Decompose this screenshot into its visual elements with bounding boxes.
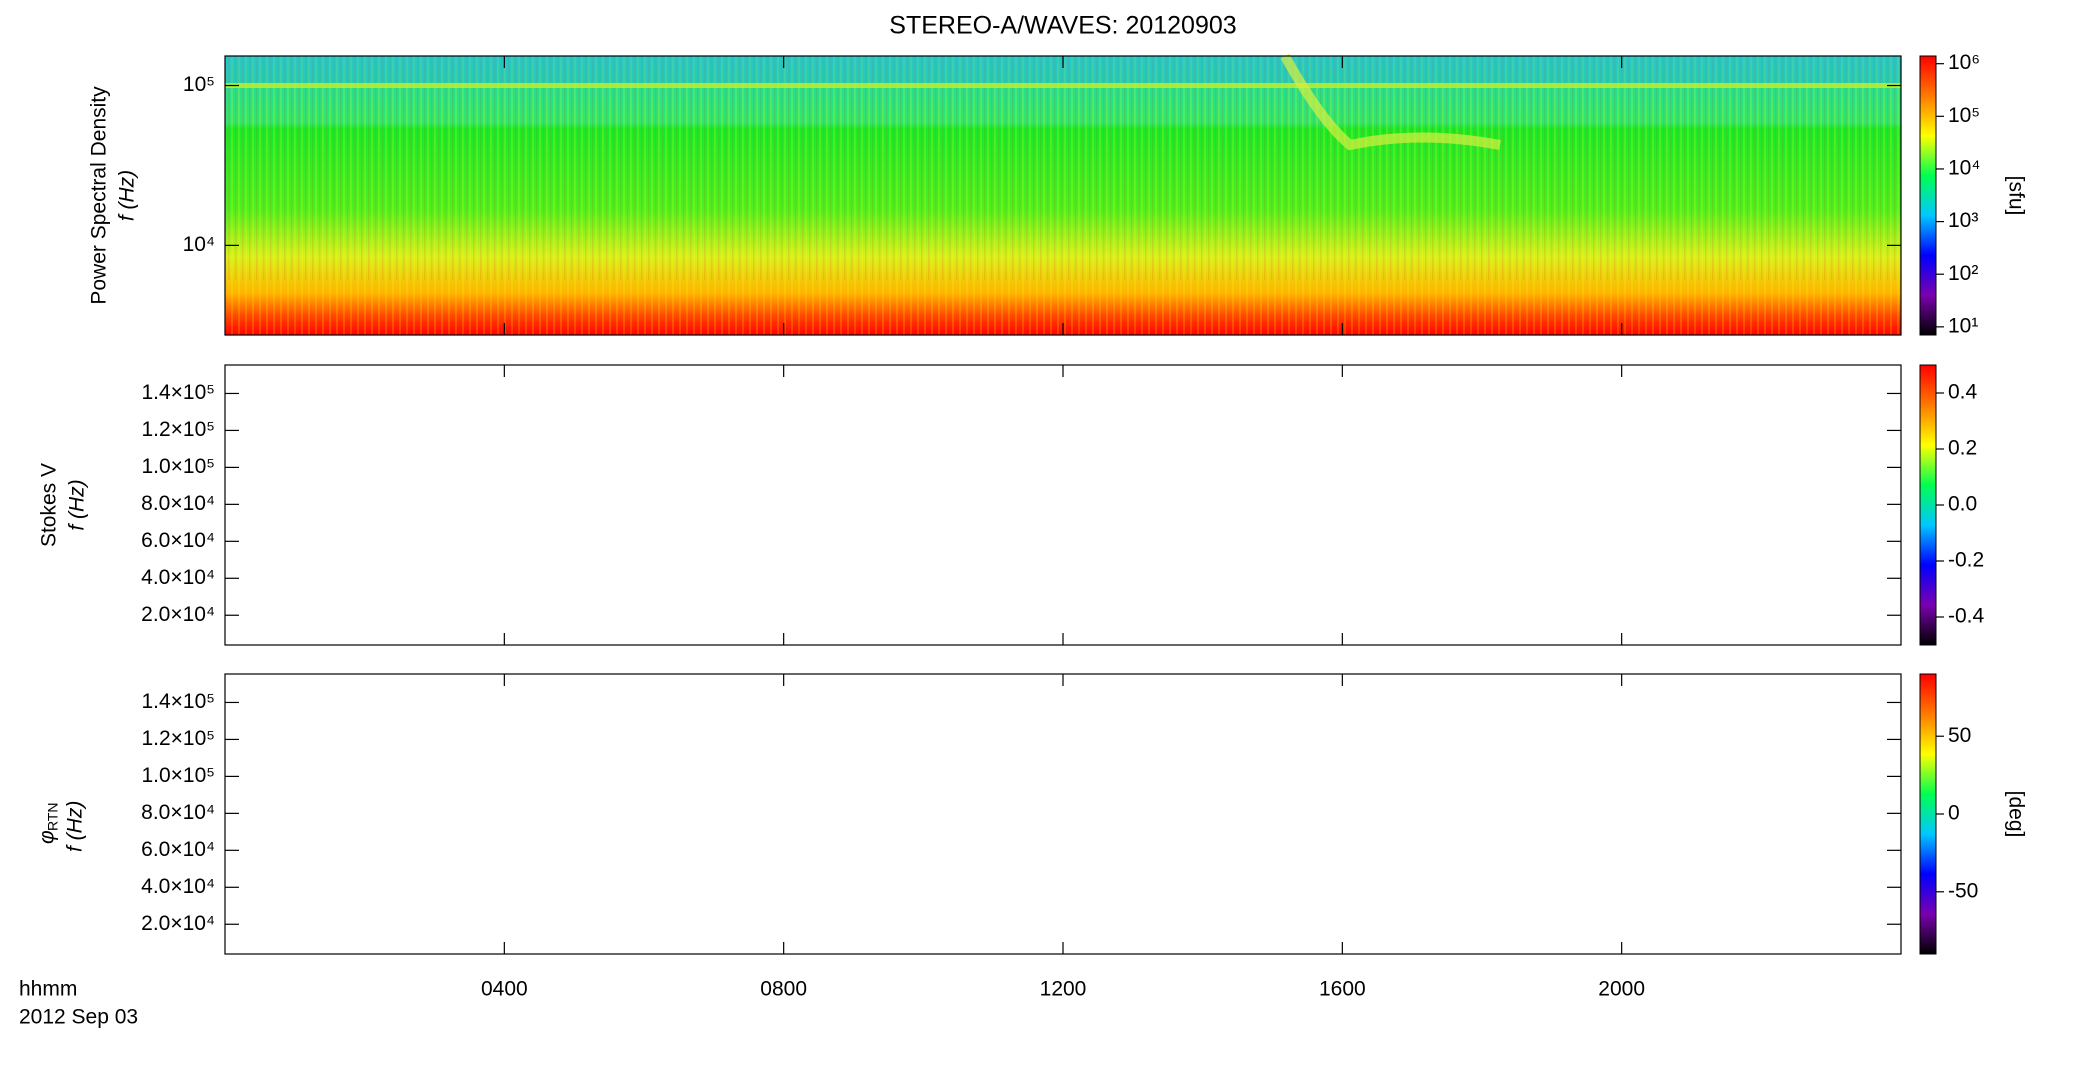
x-axis-label: 2012 Sep 03 [19,1006,138,1029]
y-tick-label: 2.0×10⁴ [141,603,215,626]
colorbar-tick-label: -0.2 [1948,549,1984,572]
y-tick-label: 8.0×10⁴ [141,492,215,515]
spectrogram-line [225,83,1901,88]
y-tick-label: 1.2×10⁵ [141,727,215,750]
colorbar-tick-label: 50 [1948,724,1971,747]
plot-frame [224,364,1902,646]
y-axis-label: φ [36,830,59,844]
colorbar [1919,673,1937,955]
y-tick-label: 1.0×10⁵ [141,455,215,478]
colorbar-tick-label: 10⁴ [1948,157,1980,180]
y-tick-label: 2.0×10⁴ [141,912,215,935]
y-tick-label: 1.0×10⁵ [141,764,215,787]
y-tick-label: 6.0×10⁴ [141,838,215,861]
x-tick-label: 0800 [760,978,807,1001]
y-tick-label: 6.0×10⁴ [141,529,215,552]
colorbar-tick-label: 10³ [1948,209,1978,232]
y-axis-label: f (Hz) [66,479,89,530]
x-tick-label: 0400 [481,978,528,1001]
y-axis-label: f (Hz) [64,801,87,852]
y-tick-label: 10⁵ [183,73,215,96]
x-axis-label: hhmm [19,978,77,1001]
spectrogram [225,53,1901,335]
y-tick-label: 10⁴ [183,233,215,256]
spectrogram-texture [225,56,1901,335]
y-tick-label: 8.0×10⁴ [141,801,215,824]
colorbar-label: [deg] [2004,791,2027,838]
y-tick-label: 4.0×10⁴ [141,875,215,898]
x-tick-label: 2000 [1598,978,1645,1001]
y-axis-label: Power Spectral Density [88,86,111,305]
spectrogram-burst [1280,53,1501,151]
colorbar-tick-label: 0 [1948,802,1960,825]
y-axis-label: RTN [45,802,61,831]
colorbar-tick-label: 0.0 [1948,493,1977,516]
y-tick-label: 1.2×10⁵ [141,418,215,441]
plot-frame [224,673,1902,955]
colorbar-tick-label: -0.4 [1948,605,1985,628]
colorbar-tick-label: 0.4 [1948,381,1978,404]
chart-title: STEREO-A/WAVES: 20120903 [889,12,1236,40]
x-tick-label: 1200 [1040,978,1087,1001]
y-axis-label: Stokes V [38,463,61,547]
colorbar-tick-label: 0.2 [1948,437,1977,460]
colorbar-tick-label: 10² [1948,262,1978,285]
y-tick-label: 1.4×10⁵ [141,690,215,713]
colorbar-tick-label: 10¹ [1948,314,1978,337]
colorbar [1919,364,1937,646]
colorbar-tick-label: 10⁶ [1948,51,1980,74]
colorbar [1919,55,1937,336]
y-tick-label: 4.0×10⁴ [141,566,215,589]
colorbar-label: [sfu] [2004,176,2027,216]
colorbar-tick-label: -50 [1948,879,1978,902]
colorbar-tick-label: 10⁵ [1948,104,1980,127]
y-axis-label: f (Hz) [116,170,139,221]
y-tick-label: 1.4×10⁵ [141,381,215,404]
x-tick-label: 1600 [1319,978,1366,1001]
